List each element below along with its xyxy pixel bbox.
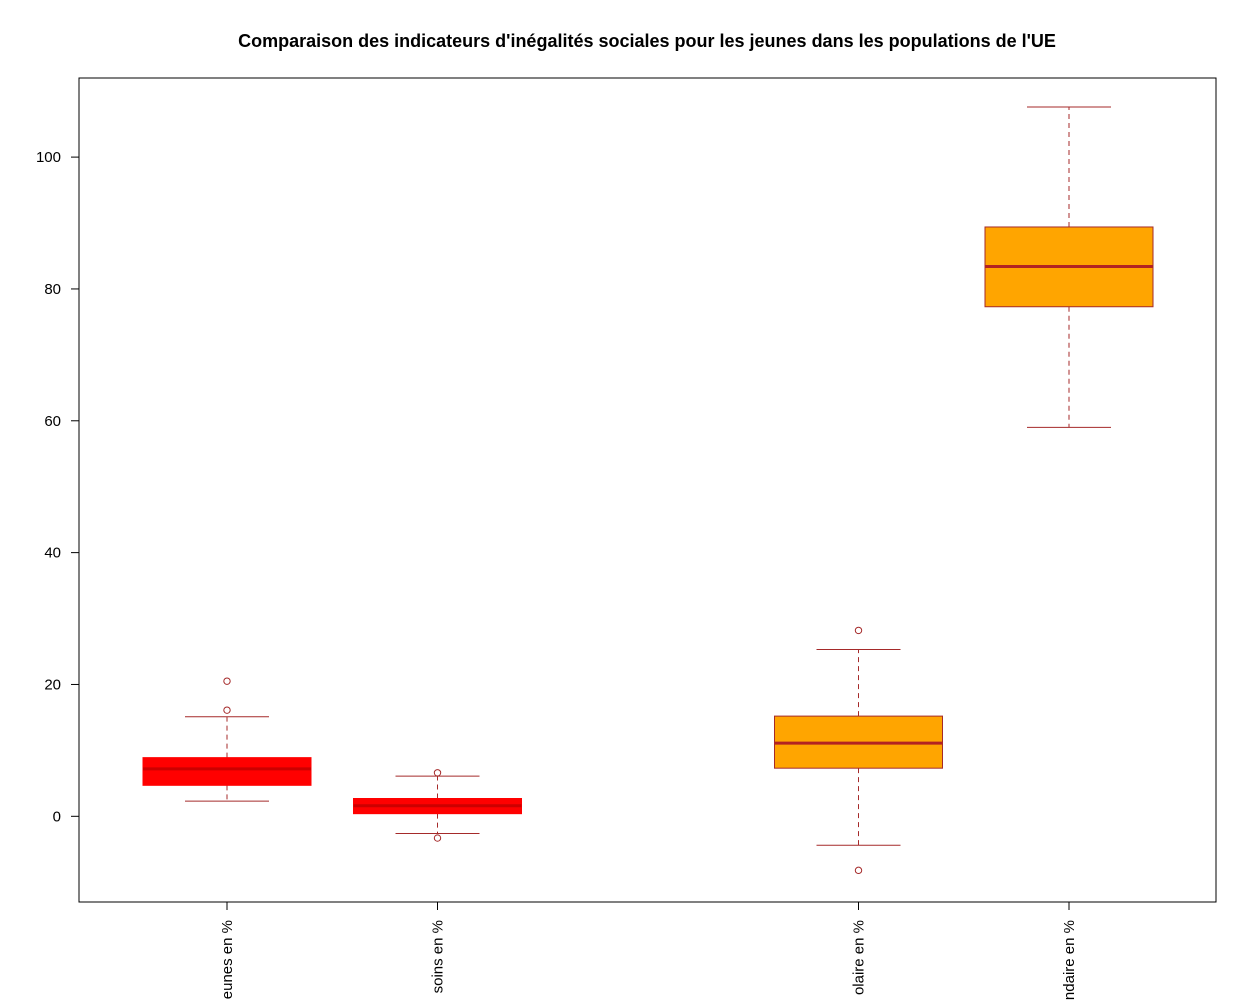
x-category-label: olaire en % [851,920,868,995]
outlier-point [223,706,231,714]
box-1 [142,677,312,802]
box-2 [353,769,522,842]
x-category-label: ndaire en % [1061,920,1078,1000]
x-category-label: soins en % [430,920,447,993]
y-tick-label: 20 [44,676,61,693]
y-axis: 0 20 40 60 80 100 [36,149,80,825]
x-category-label: eunes en % [219,920,236,999]
y-tick-label: 100 [36,149,61,166]
outlier-point [223,677,231,685]
y-tick-label: 80 [44,281,61,298]
outlier-point [433,834,442,842]
box-4 [984,106,1154,428]
y-tick-label: 40 [44,545,61,562]
outlier-point [854,866,863,875]
box-3 [774,626,943,875]
boxes-group [142,106,1154,875]
outlier-point [433,769,442,777]
chart-title: Comparaison des indicateurs d'inégalités… [238,31,1056,51]
x-axis-labels: eunes en % soins en % olaire en % ndaire en… [219,902,1078,1000]
outlier-point [854,626,863,635]
y-tick-label: 0 [53,808,61,825]
box-iqr [142,757,312,786]
y-tick-label: 60 [44,413,61,430]
